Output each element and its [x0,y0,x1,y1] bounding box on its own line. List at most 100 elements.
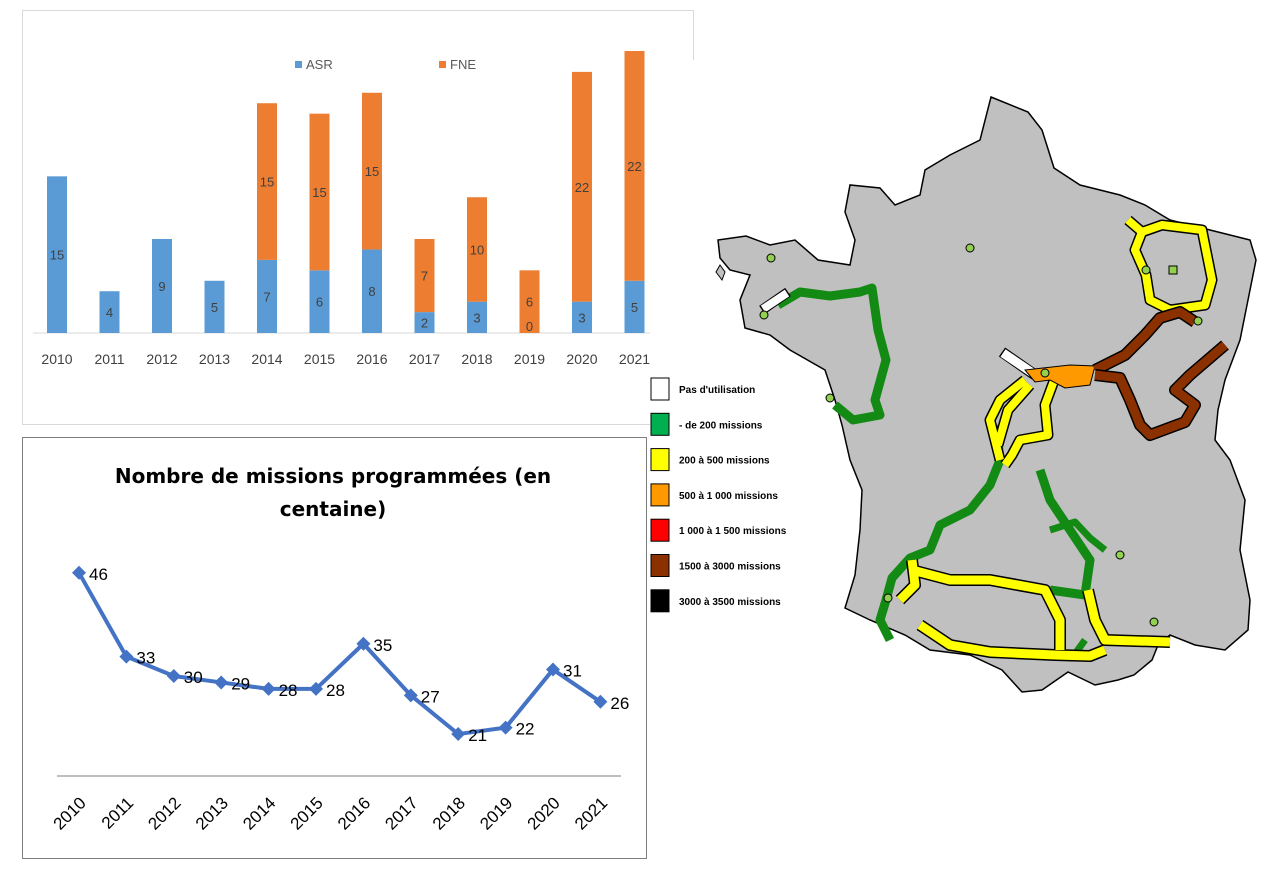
x-tick-label: 2012 [146,351,177,367]
data-label: 29 [231,674,250,693]
data-label-asr: 3 [473,310,480,325]
route-brown-2-inner [1094,341,1228,440]
route-center-green [875,424,1005,643]
data-label-asr: 5 [211,300,218,315]
data-point [403,688,418,703]
france-land [717,95,1257,693]
x-tick-label: 2020 [566,351,597,367]
data-label-asr: 5 [631,300,638,315]
data-point [214,675,229,690]
data-label: 30 [184,668,203,687]
bar-asr [414,312,435,333]
map-point [1141,265,1151,275]
data-label: 28 [326,681,345,700]
legend-label: - de 200 missions [679,420,763,431]
legend-label: FNE [450,57,476,72]
data-point [546,662,560,677]
legend-label: ASR [306,57,333,72]
x-tick-label: 2013 [199,351,230,367]
bar-asr [257,259,277,333]
x-tick-label: 2016 [334,793,374,833]
stacked-bar-chart: ASR FNE1520104201192012520137152014615201… [33,51,685,367]
bar-fne [467,197,487,302]
data-label-asr: 2 [421,316,428,331]
route-west [775,283,891,425]
bar-asr [467,301,487,333]
x-tick-label: 2019 [514,351,545,367]
line-chart-panel: Nombre de missions programmées (en centa… [22,437,647,859]
x-tick-label: 2016 [356,351,387,367]
x-tick-label: 2021 [619,351,650,367]
map-point [1168,265,1178,275]
x-tick-label: 2010 [41,351,72,367]
data-point [498,720,513,735]
data-point [309,681,323,696]
legend-label: Pas d'utilisation [679,385,755,396]
data-label-asr: 7 [263,289,270,304]
data-label: 28 [279,681,298,700]
map-point [766,253,776,263]
legend-swatch [650,377,670,401]
bar-fne [362,92,382,250]
data-label-asr: 15 [50,248,64,263]
map-point [1115,550,1125,560]
legend-label: 1500 à 3000 missions [679,562,781,573]
bar-asr [624,280,645,333]
data-label-asr: 3 [578,310,585,325]
bar-asr [362,249,382,333]
data-label: 22 [516,720,535,739]
data-label-asr: 0 [526,319,533,334]
routes-green [775,283,1108,662]
legend-swatch [650,412,670,436]
data-label-fne: 10 [470,242,484,257]
routes-brown [1092,306,1229,441]
bar-asr [99,291,120,333]
legend-label: 1 000 à 1 500 missions [679,526,787,537]
x-tick-label: 2015 [304,351,335,367]
map-legend: Pas d'utilisation - de 200 missions 200 à … [650,377,787,613]
data-label: 21 [468,726,487,745]
line-chart-title: Nombre de missions programmées (en centa… [114,464,552,521]
x-tick-label: 2017 [409,351,440,367]
legend-swatch [650,589,670,613]
route-yellow-center-inner [986,376,1059,468]
legend-label: 500 à 1 000 missions [679,491,778,502]
map-point [965,243,975,253]
bar-fne [624,51,645,281]
data-label-fne: 22 [575,180,589,195]
x-tick-label: 2014 [251,351,282,367]
bar-fne [519,270,540,333]
x-tick-label: 2011 [98,793,137,832]
line-chart: 46 33 30 29 28 28 35 27 21 22 31 26 2010 2011 2012 2013… [50,565,630,834]
routes-yellow [895,215,1218,662]
bar-asr [572,301,592,333]
bar-asr [309,270,330,333]
data-label-asr: 9 [158,279,165,294]
legend-swatch [650,448,670,472]
x-tick-label: 2020 [524,793,564,833]
map-point [1193,316,1203,326]
bar-fne [309,113,330,271]
bar-asr [47,176,67,333]
data-label-asr: 6 [316,295,323,310]
data-label: 33 [136,649,155,668]
map-point [825,393,835,403]
x-tick-label: 2017 [381,793,421,833]
map-point [1040,368,1050,378]
data-label-asr: 4 [106,305,113,320]
data-label-fne: 15 [260,175,274,190]
map-point [759,310,769,320]
legend-swatch [650,554,670,577]
x-tick-label: 2010 [50,793,90,833]
route-brown-1-inner [1092,307,1198,375]
data-label-fne: 6 [526,295,533,310]
data-label: 31 [563,662,582,681]
x-tick-label: 2014 [239,793,279,833]
x-tick-label: 2011 [94,351,124,367]
data-label-fne: 7 [421,269,428,284]
x-tick-label: 2018 [461,351,492,367]
stacked-bar-chart-panel: ASR FNE 15 2010 4 2011 9 2012 5 2013 7 15 2014 6 15 201… [22,10,694,425]
data-point [261,681,276,696]
map-point [1149,617,1159,627]
data-label: 26 [610,694,629,713]
